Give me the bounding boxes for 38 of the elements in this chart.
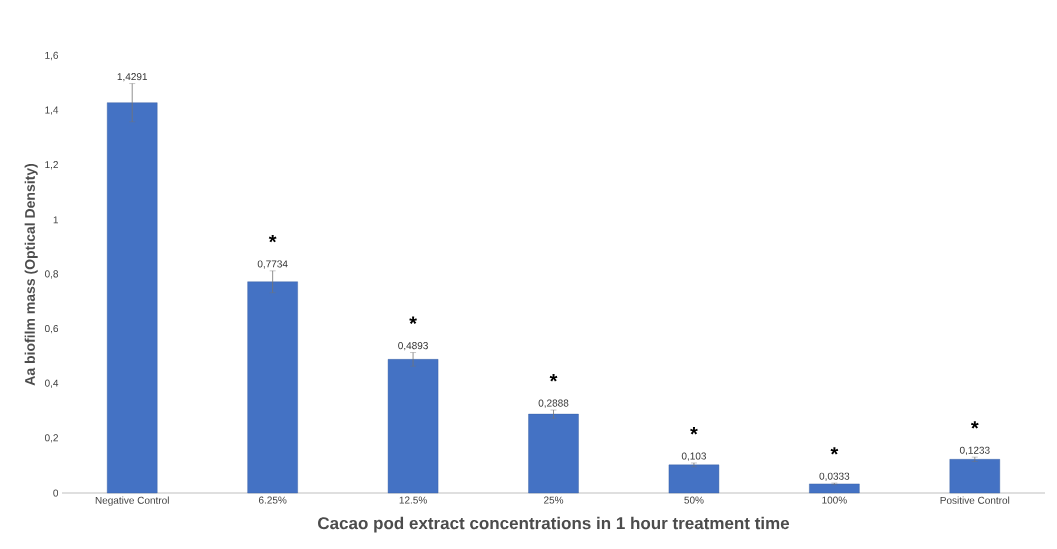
annotation: * [409, 316, 417, 325]
annotation: * [268, 234, 277, 243]
y-axis-title: Aa biofilm mass (Optical Density) [24, 163, 38, 386]
y-tick-label: 0,8 [44, 270, 59, 279]
y-tick-label: 1 [53, 216, 58, 224]
y-tick-label: 0,2 [44, 434, 58, 443]
bar [809, 483, 860, 494]
bar [668, 464, 720, 494]
y-tick-label: 0,4 [44, 379, 59, 388]
data-label: 0,7734 [257, 260, 288, 269]
bar [528, 413, 579, 494]
y-tick-label: 0,6 [44, 325, 59, 334]
data-label: 0,103 [681, 452, 707, 461]
data-label: 0,1233 [959, 446, 990, 455]
y-tick-label: 0 [53, 489, 59, 497]
x-tick-label: Negative Control [95, 496, 169, 506]
x-tick-label: Positive Control [940, 496, 1010, 504]
x-tick-label: 6.25% [258, 496, 287, 504]
annotation: * [830, 447, 839, 455]
data-label: 0,0333 [819, 472, 850, 481]
bar [247, 281, 298, 494]
x-tick-label: 12.5% [399, 496, 427, 504]
x-tick-label: 25% [544, 496, 564, 504]
bar [387, 359, 439, 494]
data-label: 0,2888 [538, 399, 569, 408]
annotation: * [690, 427, 698, 435]
x-tick-label: 50% [684, 496, 704, 504]
bar [107, 102, 158, 494]
y-tick-label: 1,2 [45, 161, 58, 170]
annotation: * [970, 421, 979, 429]
x-tick-label: 100% [822, 496, 847, 504]
annotation: * [549, 374, 558, 382]
data-label: 0,4893 [398, 342, 428, 351]
data-label: 1,4291 [117, 73, 148, 82]
bar [949, 459, 1000, 494]
x-axis-title: Cacao pod extract concentrations in 1 hour treatment time [318, 516, 790, 533]
y-tick-label: 1,4 [45, 106, 59, 115]
y-tick-label: 1,6 [45, 51, 59, 61]
